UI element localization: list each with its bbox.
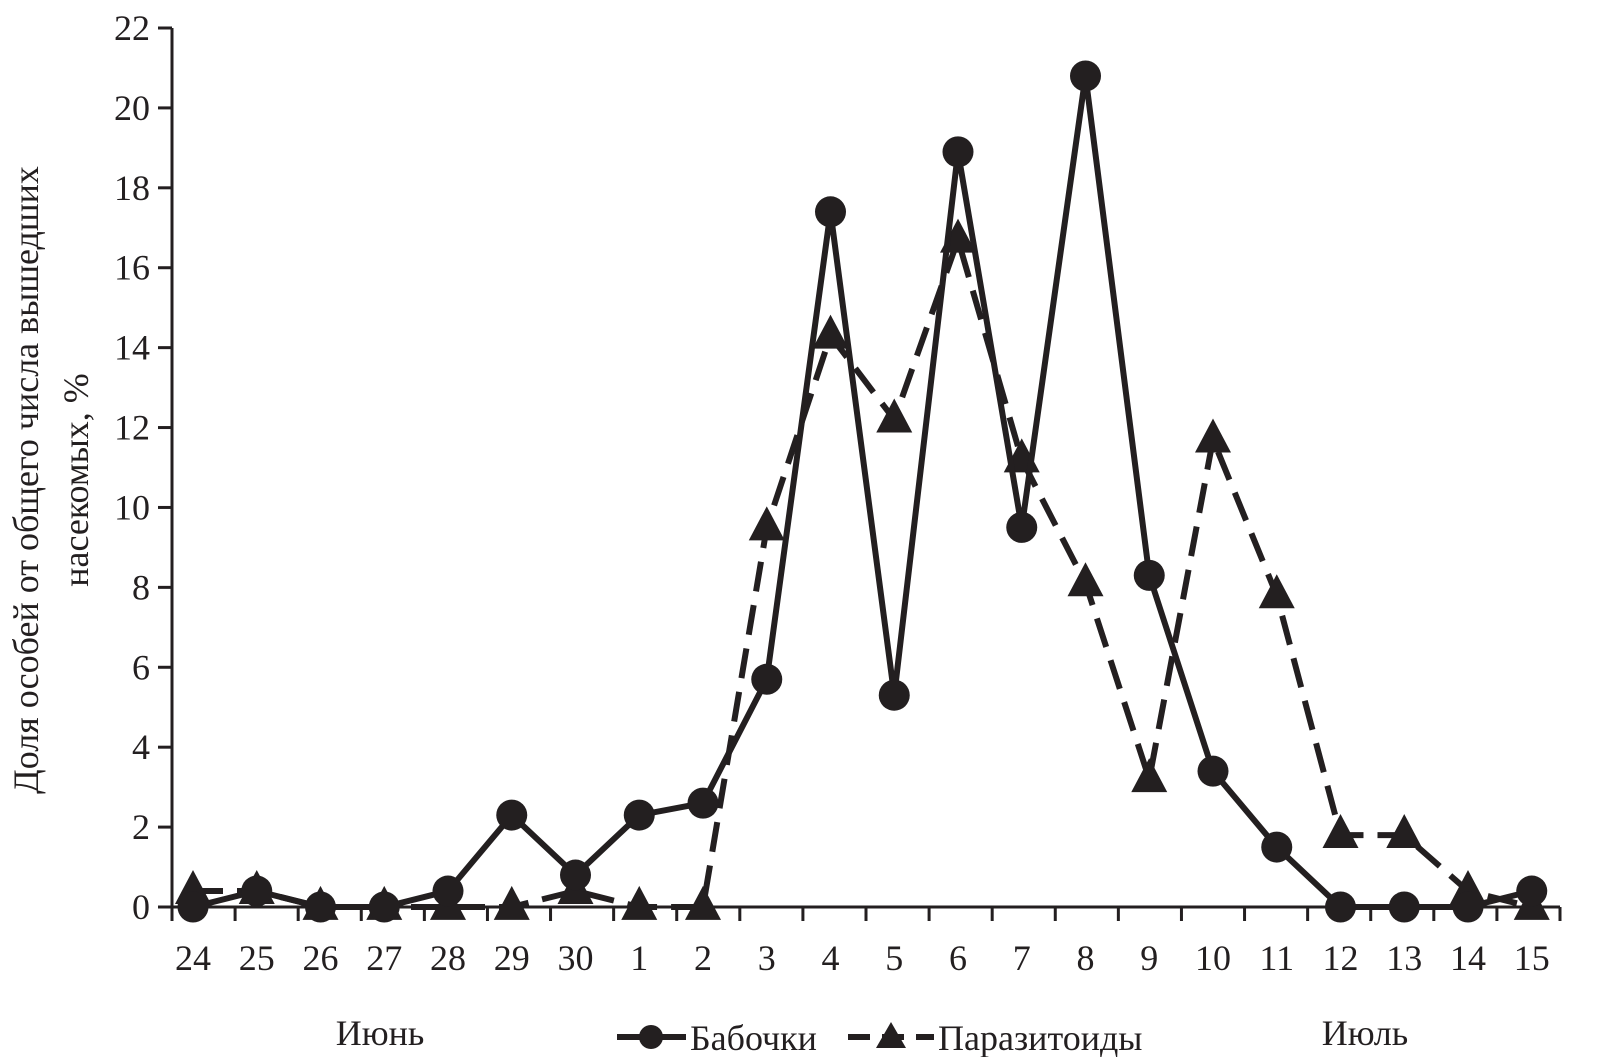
data-point-parasitoids (1386, 814, 1423, 849)
data-point-parasitoids (1258, 574, 1295, 609)
data-point-butterflies (368, 891, 400, 923)
x-tick-label: 5 (885, 938, 903, 978)
data-point-parasitoids (685, 885, 721, 920)
y-tick-label: 6 (132, 647, 150, 687)
data-point-butterflies (1325, 891, 1356, 923)
data-point-butterflies (1197, 755, 1229, 787)
data-point-butterflies (1452, 891, 1484, 923)
x-tick-label: 2 (694, 938, 712, 978)
legend-marker-parasitoids (876, 1022, 906, 1048)
x-ticks: 24 25 26 27 28 29 30 1 2 3 4 5 6 7 8 9 10 11 12 13 14 15 (170, 907, 1562, 978)
y-tick-label: 0 (132, 887, 150, 927)
x-tick-label: 9 (1140, 938, 1158, 978)
x-tick-label: 11 (1259, 938, 1294, 978)
y-tick-label: 8 (132, 567, 150, 607)
data-point-parasitoids (1195, 418, 1231, 453)
data-point-butterflies (878, 679, 910, 711)
data-point-butterflies (1070, 60, 1101, 92)
legend-label-butterflies: Бабочки (690, 1018, 817, 1057)
y-tick-label: 4 (132, 727, 150, 767)
data-point-butterflies (1261, 831, 1293, 863)
data-point-butterflies (623, 799, 655, 831)
y-tick-label: 20 (114, 88, 150, 128)
data-point-butterflies (177, 891, 209, 923)
y-tick-label: 18 (114, 168, 150, 208)
data-point-butterflies (687, 787, 719, 819)
x-tick-label: 29 (494, 938, 530, 978)
y-tick-label: 12 (114, 408, 150, 448)
x-tick-label: 14 (1450, 938, 1486, 978)
series-line-1 (193, 229, 1533, 910)
data-point-butterflies (751, 663, 783, 695)
x-tick-label: 25 (239, 938, 275, 978)
x-tick-label: 30 (558, 938, 594, 978)
x-tick-label: 7 (1013, 938, 1031, 978)
data-point-parasitoids (748, 506, 785, 541)
legend-label-parasitoids: Паразитоиды (938, 1018, 1142, 1057)
x-tick-label: 1 (630, 938, 648, 978)
data-point-butterflies (1516, 875, 1548, 907)
y-tick-label: 22 (114, 8, 150, 48)
y-tick-label: 16 (114, 248, 150, 288)
data-point-butterflies (815, 196, 846, 228)
data-point-parasitoids (1067, 562, 1104, 597)
data-point-butterflies (241, 875, 273, 907)
data-point-parasitoids (876, 398, 913, 433)
month-label-july: Июль (1322, 1013, 1408, 1053)
y-tick-label: 10 (114, 487, 150, 527)
data-point-butterflies (942, 136, 974, 168)
month-label-june: Июнь (336, 1013, 425, 1053)
y-axis-title-line-2: насекомых, % (56, 373, 96, 587)
legend: Бабочки Паразитоиды (617, 1018, 1142, 1057)
data-point-parasitoids (1131, 758, 1168, 793)
data-point-butterflies (1388, 891, 1420, 923)
y-tick-label: 2 (132, 807, 150, 847)
data-point-butterflies (432, 875, 464, 907)
data-point-parasitoids (621, 885, 658, 920)
x-tick-label: 12 (1323, 938, 1359, 978)
y-ticks: 0 2 4 6 8 10 12 14 16 18 20 22 (114, 8, 172, 927)
series-line-0 (192, 75, 1533, 910)
data-point-parasitoids (493, 885, 530, 920)
data-point-butterflies (1133, 559, 1165, 591)
data-point-butterflies (560, 859, 591, 891)
legend-marker-butterflies (639, 1025, 663, 1049)
y-axis-title-line-1: Доля особей от общего числа вышедших (6, 166, 46, 794)
x-tick-label: 6 (949, 938, 967, 978)
x-tick-label: 27 (366, 938, 402, 978)
x-tick-label: 10 (1195, 938, 1231, 978)
x-tick-label: 4 (822, 938, 840, 978)
x-tick-label: 8 (1077, 938, 1095, 978)
data-point-butterflies (305, 891, 336, 923)
x-tick-label: 15 (1514, 938, 1550, 978)
x-tick-label: 26 (303, 938, 339, 978)
x-tick-label: 3 (758, 938, 776, 978)
x-tick-label: 13 (1386, 938, 1422, 978)
data-point-parasitoids (812, 314, 849, 349)
data-point-butterflies (1006, 511, 1038, 543)
y-tick-label: 14 (114, 328, 150, 368)
x-tick-label: 24 (175, 938, 211, 978)
series-layer (175, 60, 1550, 923)
data-point-parasitoids (1322, 814, 1359, 849)
data-point-butterflies (496, 799, 528, 831)
x-tick-label: 28 (430, 938, 466, 978)
